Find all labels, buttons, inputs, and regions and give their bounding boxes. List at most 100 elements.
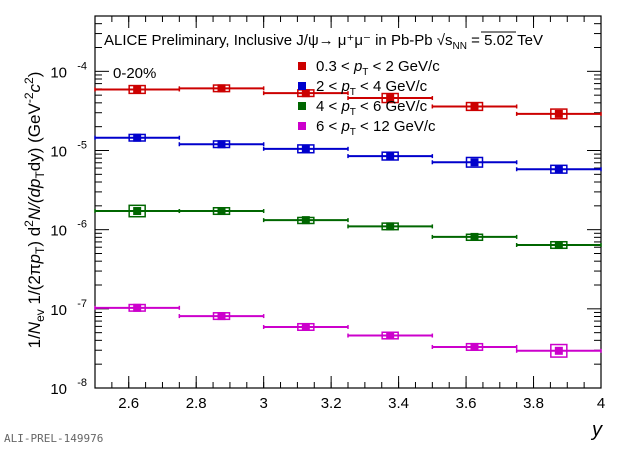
y-tick-exponent: -5 (77, 140, 87, 152)
series-2 (94, 204, 602, 250)
y-tick-exponent: -7 (77, 298, 87, 310)
data-point (470, 158, 479, 167)
ylabel-b: 1/(2π (25, 263, 44, 309)
series-0 (94, 84, 602, 120)
legend-legend_post: < 2 GeV/c (368, 58, 440, 75)
legend-entry: 2 < pT < 4 GeV/c (316, 78, 428, 98)
x-tick-label: 3.8 (523, 395, 544, 412)
ylabel-t2: T (33, 171, 47, 179)
data-point (470, 342, 479, 351)
legend-sub: T (350, 107, 356, 118)
y-tick-base: 10 (50, 144, 67, 161)
data-point (554, 346, 563, 355)
legend-entry: 4 < pT < 6 GeV/c (316, 98, 428, 118)
legend-sub: T (362, 67, 368, 78)
ylabel-e: dy) (GeV (25, 103, 44, 172)
ylabel-n: N (25, 321, 44, 334)
series-3 (94, 303, 602, 358)
data-point (217, 207, 226, 216)
data-point (217, 312, 226, 321)
data-point (133, 207, 142, 216)
data-point (301, 89, 310, 98)
ylabel-sq: 2 (22, 220, 36, 227)
ylabel-d: N/(d (25, 187, 44, 220)
data-point (133, 303, 142, 312)
y-tick-exponent: -8 (77, 377, 87, 389)
y-axis-ticks: 10-810-710-610-510-410-3 (50, 0, 601, 398)
data-point (554, 241, 563, 250)
legend-entry: 0.3 < pT < 2 GeV/c (316, 58, 440, 78)
legend-sym: p (340, 98, 349, 115)
y-tick-base: 10 (50, 0, 67, 2)
ylabel-p2: p (25, 179, 44, 189)
legend-sym: p (353, 58, 362, 75)
systematic-box (550, 108, 568, 120)
ylabel-c: ) d (25, 227, 44, 247)
legend-legend_pre: 6 < (316, 118, 341, 135)
ylabel-e1: -2 (22, 92, 36, 103)
y-tick-label: 10 (50, 381, 67, 398)
ylabel-ev: ev (33, 309, 47, 322)
legend-legend_post: < 12 GeV/c (356, 118, 436, 135)
ylabel-t1: T (33, 246, 47, 254)
series-1 (94, 133, 602, 174)
ylabel-e2: 2 (22, 77, 36, 84)
systematic-box (550, 343, 568, 358)
systematic-box (128, 204, 146, 218)
x-tick-label: 4 (597, 395, 605, 412)
chart-title-main: ALICE Preliminary, Inclusive J/ψ→ μ⁺μ⁻ i… (104, 32, 453, 49)
centrality-label: 0-20% (113, 65, 156, 82)
x-tick-label: 2.8 (186, 395, 207, 412)
legend-sym: p (340, 118, 349, 135)
legend-marker (298, 82, 306, 90)
y-tick-exponent: -6 (77, 219, 87, 231)
legend-marker (298, 62, 306, 70)
x-tick-label: 3 (259, 395, 267, 412)
y-tick-label: 10 (50, 144, 67, 161)
data-point (301, 216, 310, 225)
systematic-box (381, 92, 399, 104)
systematic-box (465, 156, 484, 168)
data-point (470, 232, 479, 241)
y-tick-base: 10 (50, 381, 67, 398)
chart-title: ALICE Preliminary, Inclusive J/ψ→ μ⁺μ⁻ i… (104, 32, 543, 52)
chart-title-sub: NN (453, 41, 467, 52)
y-tick-base: 10 (50, 302, 67, 319)
legend-legend_post: < 4 GeV/c (356, 78, 428, 95)
x-tick-label: 3.6 (456, 395, 477, 412)
ylabel-g: ) (25, 72, 44, 78)
legend-marker (298, 122, 306, 130)
y-tick-label: 10 (50, 64, 67, 81)
data-point (386, 331, 395, 340)
x-axis-ticks: 2.6 2.8 3 3.2 3.4 3.6 3.8 4 (94, 16, 605, 412)
data-point (217, 84, 226, 93)
chart-title-tail: = 5.02 TeV (467, 32, 543, 49)
data-point (386, 152, 395, 161)
y-tick-label: 10 (50, 223, 67, 240)
legend-legend_pre: 0.3 < (316, 58, 354, 75)
legend-sub: T (350, 127, 356, 138)
legend-legend_pre: 4 < (316, 98, 341, 115)
x-tick-label: 2.6 (118, 395, 139, 412)
y-tick-base: 10 (50, 64, 67, 81)
data-point (301, 144, 310, 153)
data-point (470, 102, 479, 111)
data-point (554, 165, 563, 174)
legend: 0.3 < pT < 2 GeV/c2 < pT < 4 GeV/c4 < pT… (298, 58, 440, 138)
legend-legend_post: < 6 GeV/c (356, 98, 428, 115)
legend-marker (298, 102, 306, 110)
y-tick-base: 10 (50, 223, 67, 240)
data-point (386, 222, 395, 231)
figure-id: ALI-PREL-149976 (4, 432, 103, 445)
y-tick-label: 10 (50, 0, 67, 2)
legend-legend_pre: 2 < (316, 78, 341, 95)
data-point (133, 85, 142, 94)
data-point (133, 133, 142, 142)
x-axis-label: y (590, 419, 603, 441)
ylabel-p1: p (25, 254, 44, 264)
legend-sub: T (350, 87, 356, 98)
data-point (554, 109, 563, 118)
data-point (217, 140, 226, 149)
y-axis-label: 1/Nev 1/(2πpT) d2N/(dpTdy) (GeV-2c2) (22, 72, 47, 349)
